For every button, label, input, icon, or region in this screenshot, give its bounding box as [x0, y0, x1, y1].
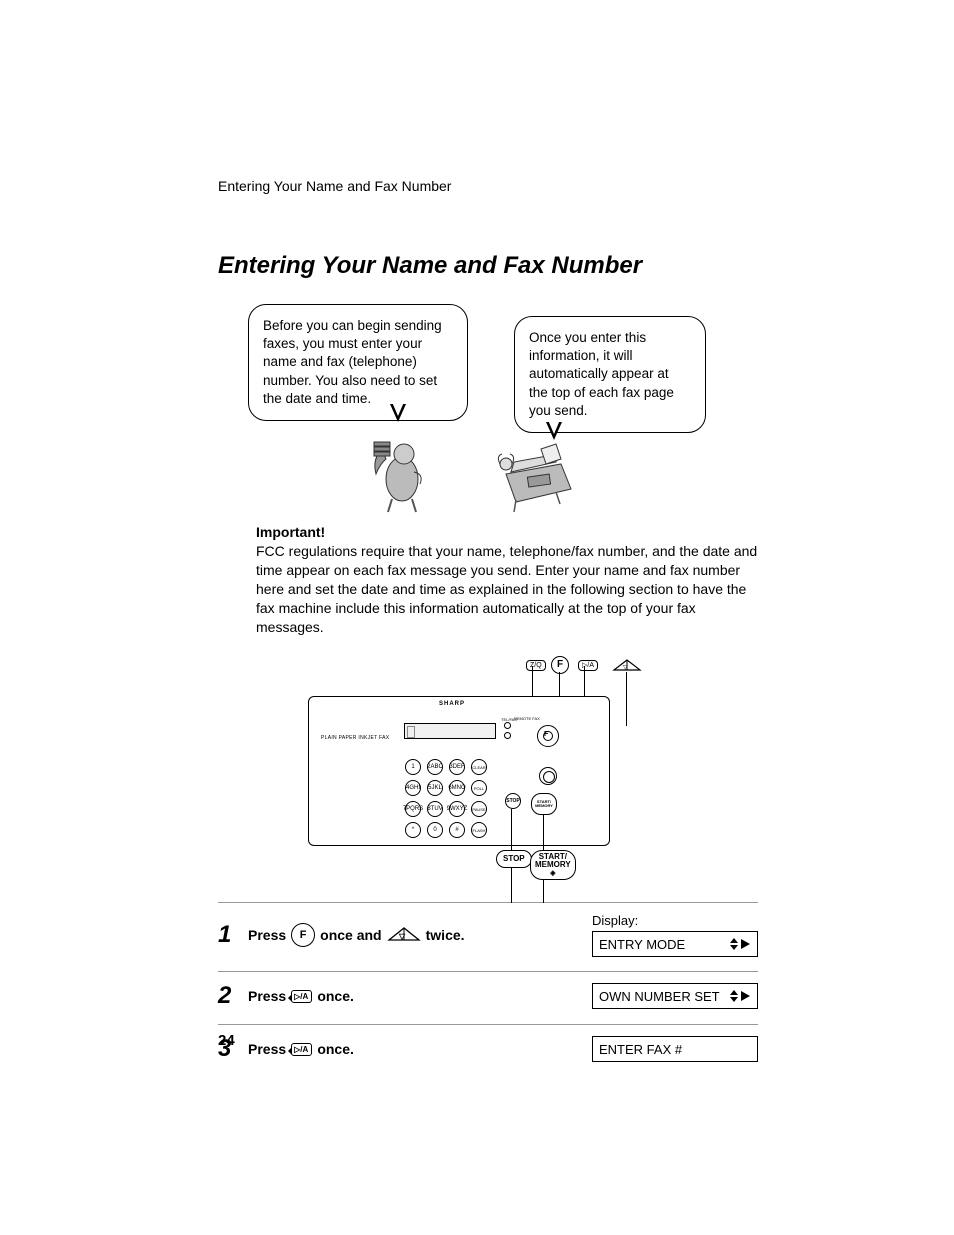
fax-machine-mascot-icon: [486, 434, 586, 519]
step-text-post: twice.: [426, 927, 465, 943]
step-display-column: OWN NUMBER SET: [592, 983, 758, 1009]
key-6: 6MNO: [449, 780, 465, 796]
key-9: 9WXYZ: [449, 801, 465, 817]
key-clear: CLEAR: [471, 759, 487, 775]
step-1-row: 1 Press F once and ▽ twice. Display: ENT…: [218, 902, 758, 971]
brand-label: SHARP: [439, 701, 465, 707]
f-button-icon: F: [291, 923, 315, 947]
key-2: 2ABC: [427, 759, 443, 775]
step-text-post: once.: [317, 1041, 354, 1057]
navigation-pad-icon: F: [537, 725, 559, 747]
step-number: 1: [218, 921, 248, 949]
step-display-column: Display: ENTRY MODE: [592, 913, 758, 957]
arrow-icons: [729, 988, 751, 1004]
step-instruction: Press ▷/A once.: [248, 1041, 592, 1057]
right-a-pill: ▷/A: [578, 660, 598, 671]
product-tag: PLAIN PAPER INKJET FAX: [321, 735, 389, 741]
key-pause: PAUSE: [471, 801, 487, 817]
device-panel-diagram: Z/Q F ▷/A ▽: [308, 654, 638, 884]
key-0: 0: [427, 822, 443, 838]
display-readout: ENTER FAX #: [592, 1036, 758, 1062]
start-line2: MEMORY: [535, 804, 553, 808]
start-key-panel: START/ MEMORY: [531, 793, 557, 815]
light-icon: [504, 732, 511, 739]
zq-pill: Z/Q: [526, 660, 546, 671]
left-bubble: Before you can begin sending faxes, you …: [248, 304, 468, 421]
fax-panel-outline: SHARP PLAIN PAPER INKJET FAX TEL/FAX REM…: [308, 696, 610, 846]
keypad: 1 2ABC 3DEF CLEAR 4GHI 5JKL 6MNO POLL 7P…: [405, 759, 487, 843]
copy-button-icon: [539, 767, 557, 785]
key-7: 7PQRS: [405, 801, 421, 817]
page-title: Entering Your Name and Fax Number: [218, 252, 758, 280]
display-text: ENTER FAX #: [599, 1042, 682, 1057]
step-instruction: Press F once and ▽ twice.: [248, 923, 592, 947]
navpad-center: F: [544, 731, 548, 738]
start-memory-callout: START/ MEMORY ◈: [530, 850, 576, 880]
key-flash: FLASH: [471, 822, 487, 838]
stop-callout: STOP: [496, 850, 532, 868]
display-text: OWN NUMBER SET: [599, 989, 720, 1004]
lcd-display-icon: [404, 723, 496, 739]
display-readout: OWN NUMBER SET: [592, 983, 758, 1009]
f-key-icon: F: [551, 656, 569, 674]
step-2-row: 2 Press ▷/A once. OWN NUMBER SET: [218, 971, 758, 1024]
speech-bubbles: Before you can begin sending faxes, you …: [218, 304, 758, 524]
light-icon: [504, 722, 511, 729]
callout-rocker: ▽: [612, 658, 642, 677]
key-4: 4GHI: [405, 780, 421, 796]
callout-line: [626, 672, 627, 726]
important-text: FCC regulations require that your name, …: [256, 542, 758, 636]
step-3-row: 3 Press ▷/A once. ENTER FAX #: [218, 1024, 758, 1077]
steps-list: 1 Press F once and ▽ twice. Display: ENT…: [218, 902, 758, 1077]
svg-text:▽: ▽: [398, 932, 406, 941]
key-8: 8TUV: [427, 801, 443, 817]
step-text-post: once.: [317, 988, 354, 1004]
svg-text:▽: ▽: [623, 665, 628, 671]
key-poll: POLL: [471, 780, 487, 796]
right-arrow-button-icon: ▷/A: [291, 1043, 312, 1056]
step-display-column: ENTER FAX #: [592, 1036, 758, 1062]
key-3: 3DEF: [449, 759, 465, 775]
left-bubble-tail: [390, 404, 406, 422]
display-text: ENTRY MODE: [599, 937, 685, 952]
indicator-lights: REMOTE FAX: [504, 719, 511, 742]
right-bubble: Once you enter this information, it will…: [514, 316, 706, 433]
step-text-mid: once and: [320, 927, 381, 943]
display-readout: ENTRY MODE: [592, 931, 758, 957]
important-section: Important! FCC regulations require that …: [218, 524, 758, 636]
page-number: 24: [218, 1032, 235, 1049]
display-label: Display:: [592, 913, 758, 928]
light-label: REMOTE FAX: [514, 716, 544, 721]
start-callout-line2: MEMORY: [535, 860, 571, 869]
stop-key-panel: STOP: [505, 793, 521, 809]
rocker-button-icon: ▽: [387, 926, 421, 945]
key-1: 1: [405, 759, 421, 775]
step-text-pre: Press: [248, 927, 286, 943]
callout-right-arrow: ▷/A: [578, 654, 598, 672]
step-text-pre: Press: [248, 988, 286, 1004]
step-instruction: Press ▷/A once.: [248, 988, 592, 1004]
callout-f: F: [551, 654, 569, 674]
key-star: *: [405, 822, 421, 838]
squirrel-mascot-icon: [362, 424, 442, 514]
right-arrow-button-icon: ▷/A: [291, 990, 312, 1003]
arrow-icons: [729, 936, 751, 952]
callout-zq: Z/Q: [526, 654, 546, 672]
running-header: Entering Your Name and Fax Number: [218, 178, 758, 194]
step-number: 2: [218, 982, 248, 1010]
rocker-key-icon: ▽: [612, 658, 642, 677]
key-5: 5JKL: [427, 780, 443, 796]
manual-page: Entering Your Name and Fax Number Enteri…: [218, 178, 758, 1077]
important-label: Important!: [256, 524, 758, 540]
step-text-pre: Press: [248, 1041, 286, 1057]
key-hash: #: [449, 822, 465, 838]
